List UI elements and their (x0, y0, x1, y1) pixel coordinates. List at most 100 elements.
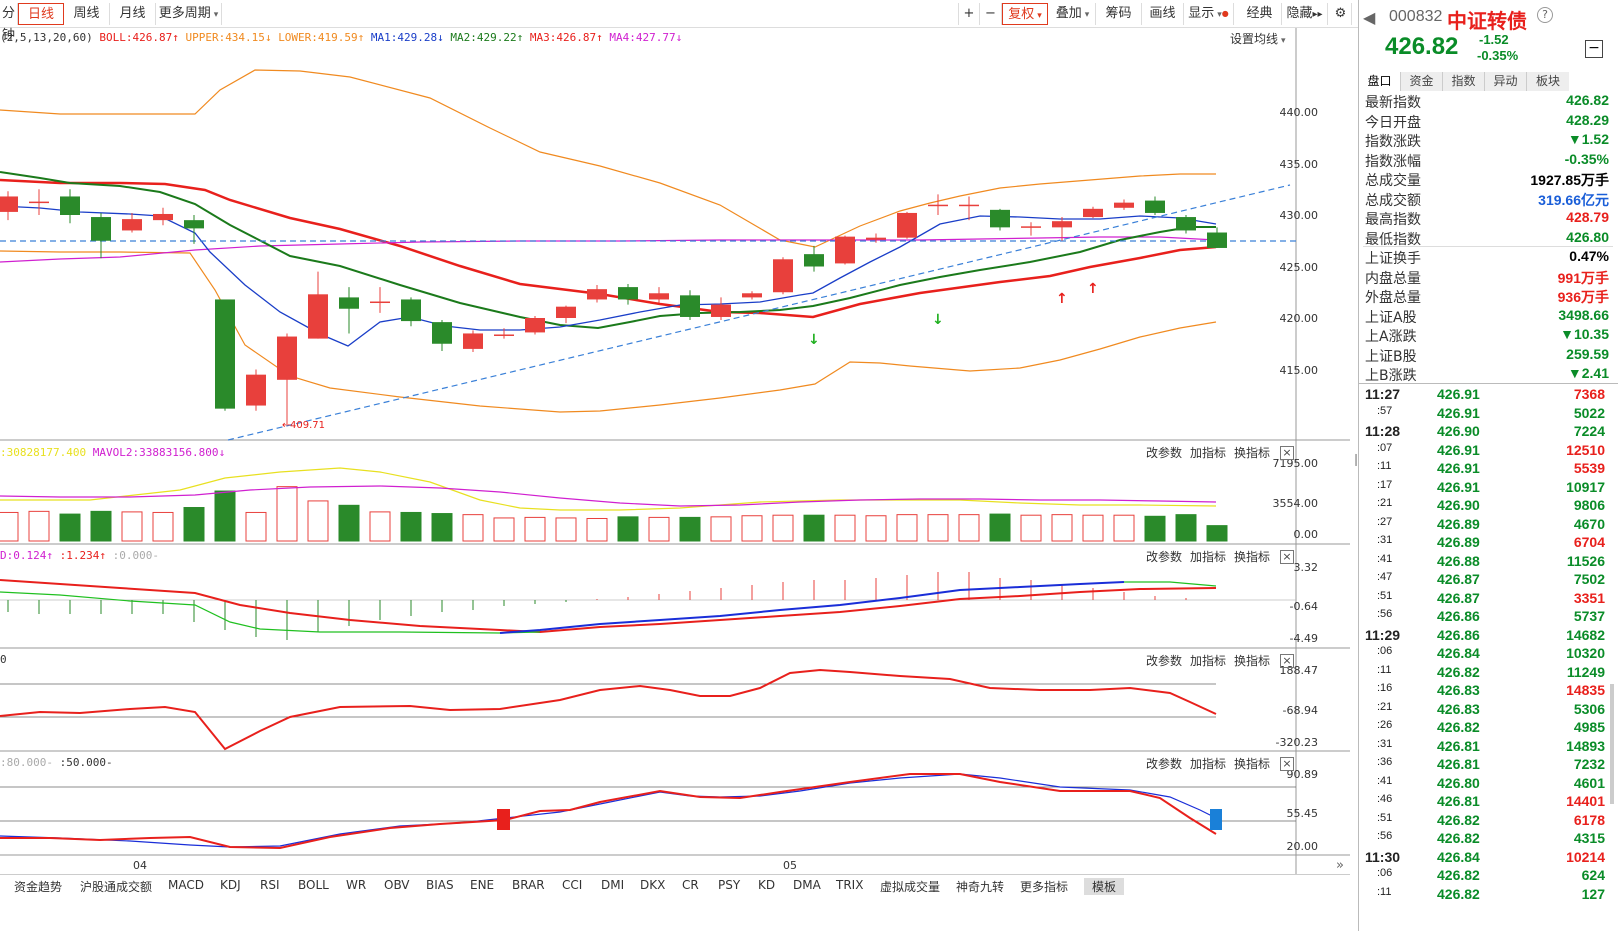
set-ma-button[interactable]: 设置均线 ▾ (1230, 30, 1286, 47)
double-chevron-right-icon[interactable]: » (1336, 858, 1344, 873)
candle-body[interactable] (1145, 200, 1165, 213)
candle-body[interactable] (773, 259, 793, 293)
weekly-button[interactable]: 周线 (64, 3, 110, 25)
tab-fund-trend[interactable]: 资金趋势 (14, 880, 63, 894)
switch-indicator-button[interactable]: 换指标 (1234, 446, 1271, 460)
switch-indicator-button[interactable]: 换指标 (1234, 757, 1271, 771)
candle-body[interactable] (494, 334, 514, 336)
zoom-out-button[interactable]: − (980, 3, 1002, 25)
tab-brar[interactable]: BRAR (512, 878, 545, 892)
classic-button[interactable]: 经典 (1238, 3, 1282, 25)
edit-params-button[interactable]: 改参数 (1146, 757, 1183, 771)
candle-body[interactable] (277, 336, 297, 380)
candle-body[interactable] (91, 217, 111, 241)
candle-body[interactable] (463, 333, 483, 349)
minimize-icon[interactable]: − (1585, 40, 1603, 58)
candle-body[interactable] (525, 318, 545, 333)
tab-virtual-volume[interactable]: 虚拟成交量 (880, 880, 941, 894)
candle-body[interactable] (618, 287, 638, 300)
tab-magic-nine[interactable]: 神奇九转 (956, 880, 1005, 894)
edit-params-button[interactable]: 改参数 (1146, 446, 1183, 460)
add-indicator-button[interactable]: 加指标 (1190, 757, 1227, 771)
candle-body[interactable] (1114, 202, 1134, 208)
tab-macd[interactable]: MACD (168, 878, 204, 892)
tab-psy[interactable]: PSY (718, 878, 741, 892)
kline-chart[interactable]: 409.71 ← ↓ ↓ ↑ ↑ (0, 0, 1350, 874)
candle-body[interactable] (401, 299, 421, 322)
daily-button[interactable]: 日线 (18, 3, 64, 25)
tab-dkx[interactable]: DKX (640, 878, 666, 892)
close-icon[interactable]: × (1280, 654, 1294, 668)
candle-body[interactable] (990, 209, 1010, 228)
tab-index[interactable]: 指数 (1443, 72, 1485, 91)
candle-body[interactable] (680, 295, 700, 317)
tab-kdj[interactable]: KDJ (220, 878, 241, 892)
candle-body[interactable] (60, 196, 80, 215)
candle-body[interactable] (184, 220, 204, 229)
overlay-dropdown[interactable]: 叠加 ▾ (1050, 3, 1096, 25)
tab-boll[interactable]: BOLL (298, 878, 329, 892)
candle-body[interactable] (742, 293, 762, 298)
candle-body[interactable] (153, 213, 173, 221)
tab-wr[interactable]: WR (346, 878, 367, 892)
display-dropdown[interactable]: 显示 ▾● (1184, 3, 1234, 25)
candle-body[interactable] (649, 293, 669, 300)
tab-ene[interactable]: ENE (470, 878, 495, 892)
settings-icon[interactable]: ⚙ (1330, 3, 1352, 25)
candle-body[interactable] (804, 254, 824, 267)
tab-movement[interactable]: 异动 (1485, 72, 1527, 91)
close-icon[interactable]: × (1280, 446, 1294, 460)
add-indicator-button[interactable]: 加指标 (1190, 550, 1227, 564)
tab-template[interactable]: 模板 (1084, 878, 1125, 895)
tab-cci[interactable]: CCI (562, 878, 583, 892)
tab-obv[interactable]: OBV (384, 878, 410, 892)
candle-body[interactable] (959, 204, 979, 207)
add-indicator-button[interactable]: 加指标 (1190, 654, 1227, 668)
add-indicator-button[interactable]: 加指标 (1190, 446, 1227, 460)
candle-body[interactable] (866, 237, 886, 240)
switch-indicator-button[interactable]: 换指标 (1234, 654, 1271, 668)
tab-pankou[interactable]: 盘口 (1359, 72, 1401, 91)
hide-button[interactable]: 隐藏▸▸ (1282, 3, 1328, 25)
edit-params-button[interactable]: 改参数 (1146, 654, 1183, 668)
tab-bias[interactable]: BIAS (426, 878, 454, 892)
candle-body[interactable] (0, 196, 18, 212)
candle-body[interactable] (246, 374, 266, 406)
tab-more-indicators[interactable]: 更多指标 (1020, 880, 1069, 894)
candle-body[interactable] (370, 301, 390, 304)
prev-stock-icon[interactable]: ◀ (1363, 8, 1376, 27)
tab-dmi[interactable]: DMI (601, 878, 625, 892)
candle-body[interactable] (122, 219, 142, 231)
tab-rsi[interactable]: RSI (260, 878, 280, 892)
candle-body[interactable] (432, 322, 452, 344)
draw-button[interactable]: 画线 (1142, 3, 1184, 25)
candle-body[interactable] (215, 299, 235, 409)
close-icon[interactable]: × (1280, 550, 1294, 564)
tab-cr[interactable]: CR (682, 878, 699, 892)
candle-body[interactable] (928, 204, 948, 207)
candle-body[interactable] (556, 306, 576, 318)
collapse-handle-icon[interactable]: ❘ (1351, 452, 1362, 466)
candle-body[interactable] (587, 289, 607, 300)
candle-body[interactable] (897, 212, 917, 238)
candle-body[interactable] (339, 297, 359, 309)
tab-sector[interactable]: 板块 (1527, 72, 1569, 91)
chips-button[interactable]: 筹码 (1096, 3, 1142, 25)
candle-body[interactable] (1176, 217, 1196, 231)
candle-body[interactable] (1052, 221, 1072, 228)
tab-trix[interactable]: TRIX (836, 878, 864, 892)
candle-body[interactable] (29, 201, 49, 204)
more-period-dropdown[interactable]: 更多周期 ▾ (156, 3, 222, 25)
candle-body[interactable] (711, 304, 731, 317)
scrollbar-thumb[interactable] (1610, 684, 1614, 804)
switch-indicator-button[interactable]: 换指标 (1234, 550, 1271, 564)
fuquan-dropdown[interactable]: 复权 ▾ (1002, 3, 1048, 25)
tab-kd[interactable]: KD (758, 878, 776, 892)
minute-button[interactable]: 分钟 (0, 3, 18, 43)
tab-dma[interactable]: DMA (793, 878, 821, 892)
tab-hk-connect[interactable]: 沪股通成交额 (80, 880, 153, 894)
monthly-button[interactable]: 月线 (110, 3, 156, 25)
tick-scrollbar[interactable] (1609, 384, 1617, 931)
candle-body[interactable] (835, 236, 855, 264)
candle-body[interactable] (1207, 232, 1227, 248)
